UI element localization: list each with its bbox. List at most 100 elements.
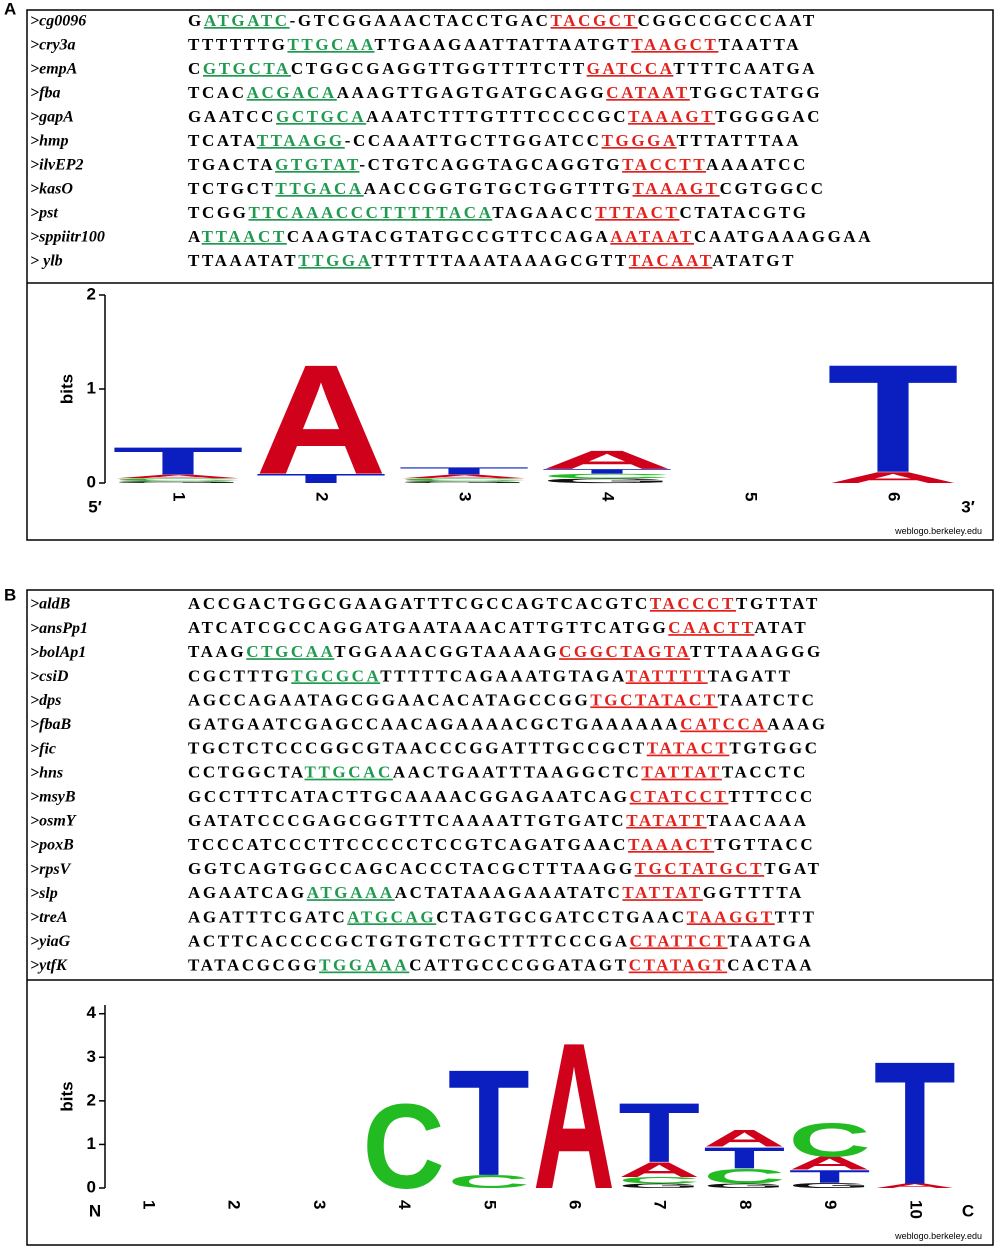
sequence-segment: A [188, 227, 202, 246]
sequence-segment: AGATTTCGATC [188, 907, 347, 926]
x-tick-label: 1 [140, 1200, 159, 1209]
sequence: AGCCAGAATAGCGGAACACATAGCCGGTGCTATACTTAAT… [188, 690, 816, 709]
sequence-segment: GCTGCA [276, 107, 366, 126]
x-tick-label: 2 [313, 492, 332, 501]
sequence-segment: CAAGTACGTATGCCGTTCCAGA [287, 227, 611, 246]
sequence-segment: TGGAAA [319, 955, 409, 974]
sequence: GATGAATCGAGCCAACAGAAAACGCTGAAAAAACATCCAA… [188, 714, 828, 733]
sequence-segment: GTGTAT [275, 155, 359, 174]
sequence-segment: TTTCCC [728, 787, 814, 806]
sequence-segment: TTAACT [202, 227, 287, 246]
sequence: TCATATTAAGG-CCAAATTGCTTGGATCCTGGGATTTATT… [188, 131, 801, 150]
logo-letter: C [398, 478, 530, 482]
sequence-segment: GGTTTTA [703, 883, 804, 902]
logo-letter: C [112, 478, 244, 482]
logo-letter: A [789, 1154, 871, 1174]
sequence-segment: TTTTCAATGA [673, 59, 817, 78]
sequence-segment: AATAAT [610, 227, 694, 246]
sequence-segment: TATATT [626, 811, 706, 830]
sequence-segment: TATACGCGG [188, 955, 319, 974]
sequence-segment: TAATCTC [718, 690, 817, 709]
sequence: ACTTCACCCCGCTGTGTCTGCTTTTCCCGACTATTCTTAA… [188, 931, 813, 950]
logo-letter: C [448, 1172, 530, 1192]
sequence-segment: TTCAAACCCTTTTTACA [248, 203, 492, 222]
sequence: TTAAATATTTGGATTTTTTAAATAAAGCGTTTACAATATA… [188, 251, 796, 270]
logo-letter: A [827, 469, 959, 487]
sequence-segment: AAATCTTTGTTTCCCCGC [366, 107, 628, 126]
y-tick-label: 2 [87, 284, 96, 303]
sequence-segment: C [188, 59, 203, 78]
sequence-segment: AACTGAATTTAAGGCTC [393, 763, 642, 782]
sequence-segment: TAAACT [628, 835, 714, 854]
sequence-name: >ansPp1 [30, 620, 88, 637]
sequence-name: >cg0096 [30, 13, 86, 30]
logo-letter: T [448, 1039, 530, 1208]
sequence-segment: AGCCAGAATAGCGGAACACATAGCCGG [188, 690, 590, 709]
sequence: TGACTAGTGTAT-CTGTCAGGTAGCAGGTGTACCTTAAAA… [188, 155, 808, 174]
credit: weblogo.berkeley.edu [894, 526, 982, 536]
y-tick-label: 4 [87, 1003, 97, 1022]
sequence-segment: AAAG [767, 714, 827, 733]
logo-letter: A [874, 1183, 956, 1190]
sequence-segment: TGCTCTCCCGGCGTAACCCGGATTTGCCGCT [188, 739, 647, 758]
sequence-segment: TAATTA [718, 35, 801, 54]
sequence-segment: TACGCT [551, 11, 638, 30]
sequence-segment: CATCCA [680, 714, 767, 733]
logo-letter: A [703, 1125, 785, 1152]
x-tick-label: 4 [599, 492, 618, 502]
sequence-segment: CTGCAA [246, 642, 334, 661]
sequence-segment: AACCGGTGTGCTGGTTTG [364, 179, 633, 198]
y-tick-label: 0 [87, 1177, 96, 1196]
sequence-name: >fic [30, 740, 56, 757]
logo-letter: C [789, 1113, 871, 1167]
y-tick-label: 3 [87, 1047, 96, 1066]
logo-letter: C [618, 1176, 700, 1186]
sequence-segment: AAAGTTGAGTGATGCAGG [337, 83, 606, 102]
sequence-name: >fbaB [30, 716, 71, 733]
sequence-segment: TGTGGC [729, 739, 819, 758]
sequence-segment: CAATGAAAGGAA [694, 227, 873, 246]
sequence-segment: ACGACA [247, 83, 337, 102]
logo-letter: A [398, 474, 530, 480]
sequence-segment: TCATA [188, 131, 257, 150]
sequence-segment: TGGCTATGG [690, 83, 822, 102]
sequence-segment: TTTACT [595, 203, 679, 222]
sequence-segment: TACCTT [622, 155, 706, 174]
sequence-segment: ATCATCGCCAGGATGAATAAACATTGTTCATGG [188, 618, 668, 637]
sequence-segment: CATTGCCCGGATAGT [409, 955, 628, 974]
y-tick-label: 1 [87, 378, 96, 397]
sequence-segment: TTTTTTG [188, 35, 287, 54]
sequence-segment: CTAGTGCGATCCTGAAC [436, 907, 686, 926]
sequence-segment: ATGCAG [347, 907, 436, 926]
x-tick-label: 6 [566, 1200, 585, 1209]
logo-letter: T [112, 439, 244, 483]
sequence-segment: TCGG [188, 203, 248, 222]
sequence-name: >pst [30, 205, 58, 222]
sequence-name: >osmY [30, 813, 77, 830]
end-label: 5′ [88, 497, 102, 516]
sequence-segment: GCCTTTCATACTTGCAAAACGGAGAATCAG [188, 787, 630, 806]
sequence-segment: AGAATCAG [188, 883, 307, 902]
sequence: CGTGCTACTGGCGAGGTTGGTTTTCTTGATCCATTTTCAA… [188, 59, 817, 78]
sequence: AGAATCAGATGAAAACTATAAAGAAATATCTATTATGGTT… [188, 883, 804, 902]
sequence: GGTCAGTGGCCAGCACCCTACGCTTTAAGGTGCTATGCTT… [188, 859, 822, 878]
x-tick-label: 10 [906, 1200, 925, 1219]
sequence-segment: ATATGT [712, 251, 796, 270]
x-tick-label: 4 [395, 1200, 414, 1210]
end-label: N [89, 1201, 101, 1220]
sequence-segment: CTATCCT [630, 787, 729, 806]
logo-letter: G [703, 1183, 785, 1190]
sequence-segment: TGACTA [188, 155, 275, 174]
sequence-segment: TGAT [764, 859, 821, 878]
sequence-segment: TGCGCA [291, 666, 380, 685]
sequence-segment: ATAT [754, 618, 808, 637]
sequence: GAATCCGCTGCAAAATCTTTGTTTCCCCGCTAAAGTTGGG… [188, 107, 822, 126]
sequence-segment: CGCTTTG [188, 666, 291, 685]
panel-label: A [4, 0, 16, 18]
sequence: AGATTTCGATCATGCAGCTAGTGCGATCCTGAACTAAGGT… [188, 907, 817, 926]
logo-letter: G [618, 1183, 700, 1190]
sequence-segment: TTTAAAGGG [690, 642, 823, 661]
sequence-segment: CTATTCT [630, 931, 728, 950]
